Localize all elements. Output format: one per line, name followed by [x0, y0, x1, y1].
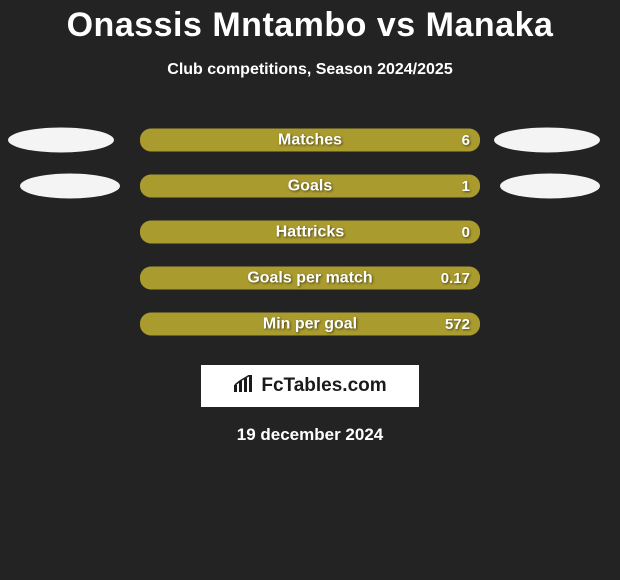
bar-fill — [140, 267, 480, 290]
stat-row: Goals per match0.17 — [0, 255, 620, 301]
right-ellipse — [494, 128, 600, 153]
chart-icon — [233, 375, 255, 398]
bar-fill — [140, 175, 480, 198]
left-ellipse — [20, 174, 120, 199]
bar-fill — [140, 313, 480, 336]
left-ellipse — [8, 128, 114, 153]
stat-row: Goals1 — [0, 163, 620, 209]
bar-track: Goals1 — [140, 175, 480, 198]
right-ellipse — [500, 174, 600, 199]
bar-track: Hattricks0 — [140, 221, 480, 244]
bar-track: Goals per match0.17 — [140, 267, 480, 290]
stat-row: Matches6 — [0, 117, 620, 163]
brand-badge: FcTables.com — [201, 365, 419, 407]
stat-row: Hattricks0 — [0, 209, 620, 255]
bar-track: Min per goal572 — [140, 313, 480, 336]
bar-fill — [140, 221, 480, 244]
page-title: Onassis Mntambo vs Manaka — [0, 0, 620, 45]
date-line: 19 december 2024 — [0, 425, 620, 445]
bar-fill — [140, 129, 480, 152]
stat-row: Min per goal572 — [0, 301, 620, 347]
bar-track: Matches6 — [140, 129, 480, 152]
page-subtitle: Club competitions, Season 2024/2025 — [0, 61, 620, 79]
brand-text: FcTables.com — [261, 375, 386, 397]
comparison-chart: Matches6 Goals1 Hattricks0 Goals per match0… — [0, 117, 620, 347]
